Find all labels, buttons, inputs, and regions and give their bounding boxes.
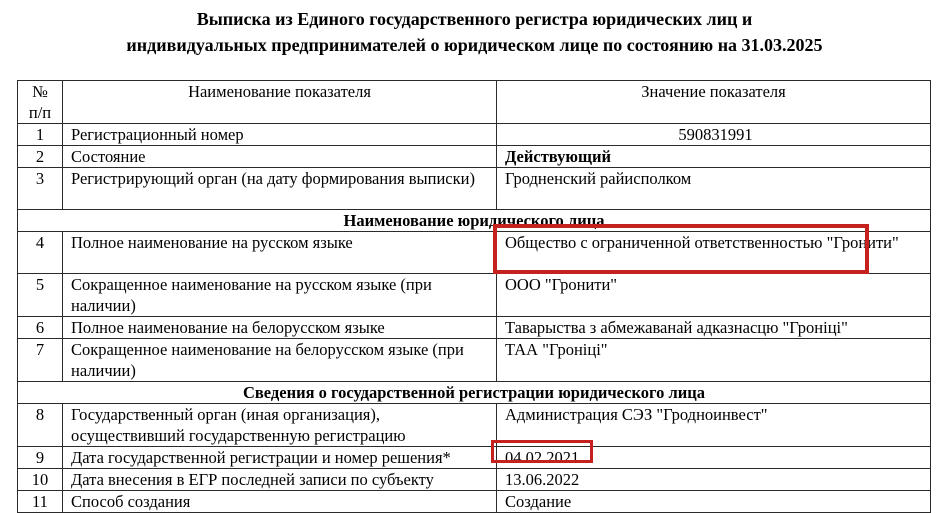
table-row: 7 Сокращенное наименование на белорусско… xyxy=(17,338,931,382)
row-number-cell: 10 xyxy=(17,468,63,491)
row-number-cell: 7 xyxy=(17,338,63,382)
indicator-name-cell: Состояние xyxy=(62,145,497,168)
indicator-value-cell: 590831991 xyxy=(496,123,931,146)
column-header-num: № п/п xyxy=(17,80,63,124)
indicator-name-cell: Полное наименование на русском языке xyxy=(62,231,497,274)
section-header-row: Сведения о государственной регистрации ю… xyxy=(17,381,931,404)
table-row: 1 Регистрационный номер 590831991 xyxy=(17,123,931,146)
indicator-name-cell: Регистрирующий орган (на дату формирован… xyxy=(62,167,497,210)
indicator-name-cell: Способ создания xyxy=(62,490,497,513)
indicator-name-cell: Государственный орган (иная организация)… xyxy=(62,403,497,447)
indicator-value-cell: 13.06.2022 xyxy=(496,468,931,491)
registry-table: № п/п Наименование показателя Значение п… xyxy=(17,80,931,513)
column-header-name: Наименование показателя xyxy=(62,80,497,124)
indicator-name-cell: Сокращенное наименование на русском язык… xyxy=(62,273,497,317)
table-row: 8 Государственный орган (иная организаци… xyxy=(17,403,931,447)
table-row: 3 Регистрирующий орган (на дату формиров… xyxy=(17,167,931,210)
row-number-cell: 8 xyxy=(17,403,63,447)
row-number-cell: 3 xyxy=(17,167,63,210)
row-number-cell: 2 xyxy=(17,145,63,168)
indicator-value-cell: Гродненский райисполком xyxy=(496,167,931,210)
table-row: 5 Сокращенное наименование на русском яз… xyxy=(17,273,931,317)
table-row: 6 Полное наименование на белорусском язы… xyxy=(17,316,931,339)
indicator-value-cell: 04.02.2021 xyxy=(496,446,931,469)
table-row: 10 Дата внесения в ЕГР последней записи … xyxy=(17,468,931,491)
document-title: Выписка из Единого государственного реги… xyxy=(0,6,949,58)
document-title-line2: индивидуальных предпринимателей о юридич… xyxy=(126,35,823,55)
indicator-name-cell: Сокращенное наименование на белорусском … xyxy=(62,338,497,382)
indicator-value-cell: Создание xyxy=(496,490,931,513)
row-number-cell: 5 xyxy=(17,273,63,317)
indicator-name-cell: Регистрационный номер xyxy=(62,123,497,146)
table-row: 9 Дата государственной регистрации и ном… xyxy=(17,446,931,469)
table-row: 11 Способ создания Создание xyxy=(17,490,931,513)
section-header-label: Сведения о государственной регистрации ю… xyxy=(17,381,931,404)
indicator-value-cell: Администрация СЭЗ "Гродноинвест" xyxy=(496,403,931,447)
row-number-cell: 4 xyxy=(17,231,63,274)
row-number-cell: 1 xyxy=(17,123,63,146)
row-number-cell: 6 xyxy=(17,316,63,339)
indicator-name-cell: Дата внесения в ЕГР последней записи по … xyxy=(62,468,497,491)
section-header-row: Наименование юридического лица xyxy=(17,209,931,232)
indicator-value-cell: Общество с ограниченной ответственностью… xyxy=(496,231,931,274)
row-number-cell: 11 xyxy=(17,490,63,513)
indicator-name-cell: Дата государственной регистрации и номер… xyxy=(62,446,497,469)
document-title-line1: Выписка из Единого государственного реги… xyxy=(196,9,753,29)
indicator-value-cell: ТАА "Гроніці" xyxy=(496,338,931,382)
row-number-cell: 9 xyxy=(17,446,63,469)
column-header-value: Значение показателя xyxy=(496,80,931,124)
indicator-name-cell: Полное наименование на белорусском языке xyxy=(62,316,497,339)
indicator-value-cell: Действующий xyxy=(496,145,931,168)
section-header-label: Наименование юридического лица xyxy=(17,209,931,232)
table-row: 2 Состояние Действующий xyxy=(17,145,931,168)
table-row: 4 Полное наименование на русском языке О… xyxy=(17,231,931,274)
table-header-row: № п/п Наименование показателя Значение п… xyxy=(17,80,931,124)
indicator-value-cell: Таварыства з абмежаванай адказнасцю "Гро… xyxy=(496,316,931,339)
indicator-value-cell: ООО "Гронити" xyxy=(496,273,931,317)
